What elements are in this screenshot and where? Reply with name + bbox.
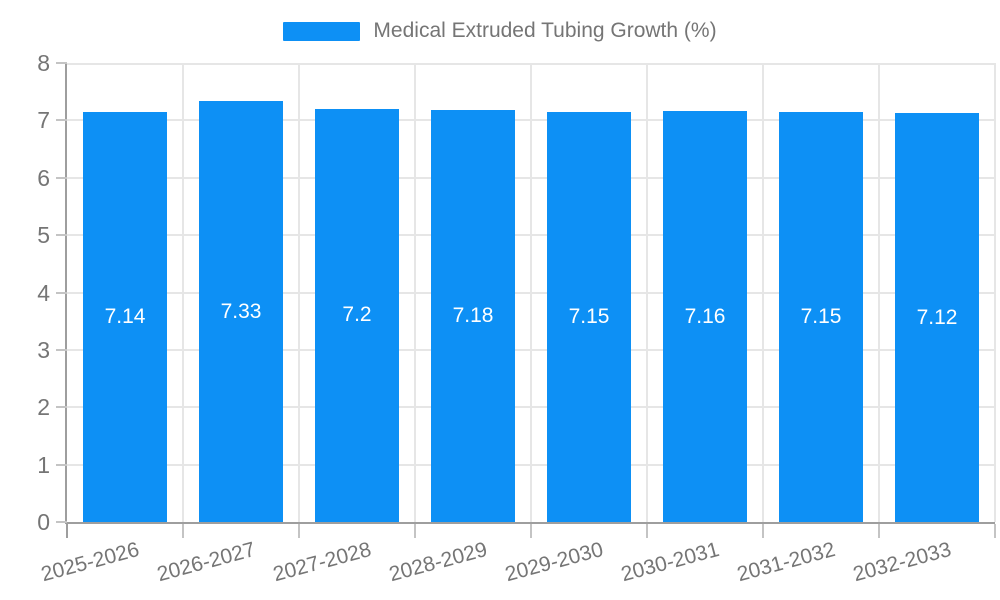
y-axis-tick-label: 6 [37,164,50,191]
x-axis-tick-mark [762,524,764,538]
gridline-vertical [762,63,764,522]
x-axis-category-label: 2025-2026 [38,537,142,587]
x-axis-category-label: 2027-2028 [270,537,374,587]
x-axis-tick-mark [182,524,184,538]
x-axis-category-label: 2029-2030 [502,537,606,587]
bar-value-label: 7.2 [342,303,372,327]
y-axis-tick-mark [56,119,67,122]
x-axis-tick-mark [994,524,996,538]
y-axis-tick-mark [56,291,67,294]
y-axis-tick-mark [56,62,67,64]
bar-value-label: 7.14 [104,305,146,329]
x-axis-category-label: 2030-2031 [618,537,722,587]
y-axis-tick-label: 8 [37,50,50,76]
x-axis-line [65,522,995,524]
bar-value-label: 7.18 [452,304,494,328]
legend-item[interactable]: Medical Extruded Tubing Growth (%) [0,18,1000,44]
y-axis-tick-label: 1 [37,451,50,478]
y-axis-tick-label: 5 [37,222,50,249]
bar-2025-2026[interactable]: 7.14 [83,112,167,522]
y-axis-tick-mark [56,234,67,237]
bar-2027-2028[interactable]: 7.2 [315,108,399,522]
bar-2028-2029[interactable]: 7.18 [431,110,515,522]
bar-2026-2027[interactable]: 7.33 [199,101,283,522]
x-axis-category-label: 2032-2033 [850,537,954,587]
gridline-vertical [994,63,996,522]
bar-2029-2030[interactable]: 7.15 [547,111,631,522]
x-axis-tick-mark [298,524,300,538]
bar-2031-2032[interactable]: 7.15 [779,111,863,522]
x-axis-category-label: 2028-2029 [386,537,490,587]
gridline-vertical [182,63,184,522]
bar-2032-2033[interactable]: 7.12 [895,113,979,522]
y-axis-tick-label: 0 [37,509,50,535]
y-axis-tick-mark [56,406,67,409]
x-axis-tick-mark [66,524,68,538]
bar-value-label: 7.15 [800,304,842,328]
y-axis-line [65,63,67,524]
legend-label: Medical Extruded Tubing Growth (%) [373,19,717,42]
x-axis-tick-mark [414,524,416,538]
y-axis-tick-label: 2 [37,394,50,421]
x-axis-tick-mark [878,524,880,538]
gridline-vertical [646,63,648,522]
bar-value-label: 7.16 [684,304,726,328]
gridline-vertical [530,63,532,522]
y-axis-tick-label: 4 [37,279,50,306]
y-axis-tick-mark [56,348,67,351]
bar-2030-2031[interactable]: 7.16 [663,111,747,522]
y-axis-tick-mark [56,463,67,466]
x-axis-category-label: 2031-2032 [734,537,838,587]
gridline-vertical [414,63,416,522]
legend-swatch [283,21,361,41]
x-axis-tick-mark [646,524,648,538]
bar-value-label: 7.12 [916,305,958,329]
x-axis-tick-mark [530,524,532,538]
y-axis-tick-mark [56,521,67,523]
plot-area: 7.14 7.33 7.2 7.18 7.15 7.16 7.15 7.12 [67,63,996,522]
y-axis-tick-label: 7 [37,107,50,134]
bar-value-label: 7.33 [220,299,262,323]
y-axis-tick-mark [56,176,67,179]
gridline-vertical [298,63,300,522]
gridline-vertical [878,63,880,522]
x-axis-category-label: 2026-2027 [154,537,258,587]
bar-value-label: 7.15 [568,304,610,328]
y-axis-tick-label: 3 [37,336,50,363]
